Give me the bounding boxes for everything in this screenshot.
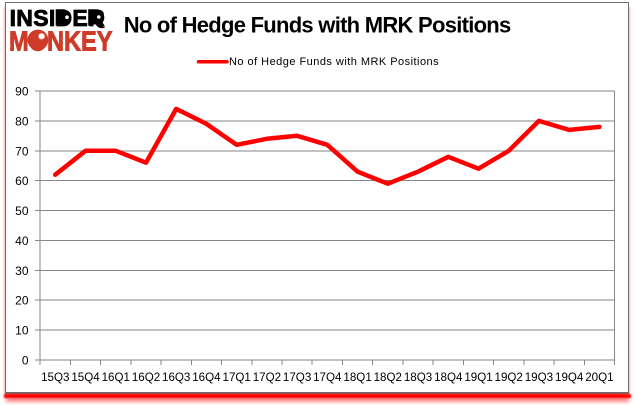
svg-text:16Q4: 16Q4 <box>192 371 221 384</box>
svg-text:18Q3: 18Q3 <box>404 371 432 384</box>
svg-text:20Q1: 20Q1 <box>585 371 613 384</box>
svg-text:16Q3: 16Q3 <box>162 371 190 384</box>
svg-text:17Q2: 17Q2 <box>253 371 281 384</box>
svg-text:19Q4: 19Q4 <box>555 371 584 384</box>
svg-text:15Q3: 15Q3 <box>41 371 69 384</box>
svg-text:80: 80 <box>15 114 29 128</box>
svg-text:19Q2: 19Q2 <box>495 371 523 384</box>
svg-text:18Q1: 18Q1 <box>343 371 371 384</box>
svg-text:16Q1: 16Q1 <box>102 371 130 384</box>
svg-text:90: 90 <box>15 85 29 99</box>
svg-text:50: 50 <box>15 204 29 218</box>
svg-text:40: 40 <box>15 234 29 248</box>
svg-text:No of Hedge Funds with MRK Pos: No of Hedge Funds with MRK Positions <box>229 56 439 68</box>
svg-text:15Q4: 15Q4 <box>71 371 100 384</box>
svg-text:18Q4: 18Q4 <box>434 371 463 384</box>
svg-text:30: 30 <box>15 264 29 278</box>
svg-text:60: 60 <box>15 174 29 188</box>
svg-text:0: 0 <box>22 354 29 368</box>
svg-text:19Q3: 19Q3 <box>525 371 553 384</box>
svg-text:20: 20 <box>15 294 29 308</box>
svg-text:18Q2: 18Q2 <box>374 371 402 384</box>
svg-text:17Q4: 17Q4 <box>313 371 342 384</box>
svg-text:16Q2: 16Q2 <box>132 371 160 384</box>
svg-text:MONKEY: MONKEY <box>9 27 113 57</box>
svg-text:19Q1: 19Q1 <box>464 371 492 384</box>
svg-text:70: 70 <box>15 144 29 158</box>
svg-text:17Q1: 17Q1 <box>223 371 251 384</box>
svg-text:10: 10 <box>15 324 29 338</box>
svg-text:No of Hedge Funds with MRK Pos: No of Hedge Funds with MRK Positions <box>124 13 511 38</box>
svg-text:17Q3: 17Q3 <box>283 371 311 384</box>
